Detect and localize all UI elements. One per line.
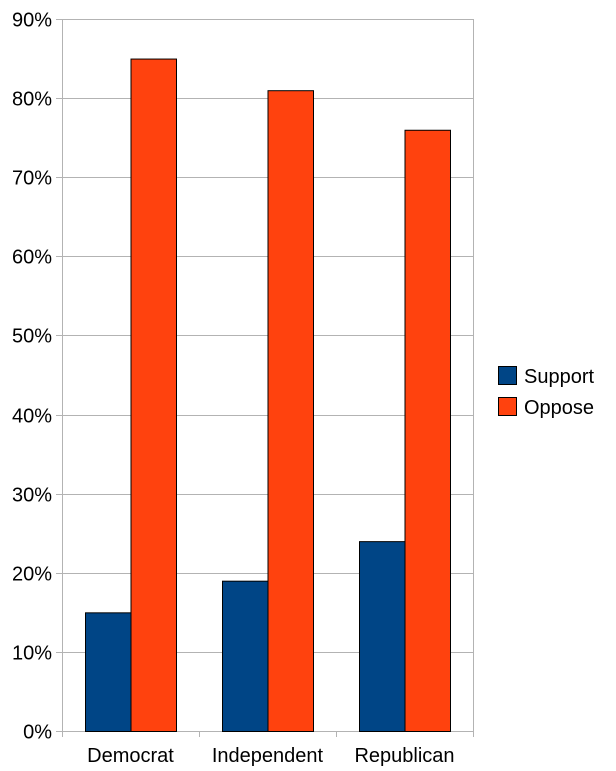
axes xyxy=(62,19,474,737)
bar-oppose-independent xyxy=(267,90,314,732)
y-tick-label: 60% xyxy=(12,247,52,269)
x-category-label: Republican xyxy=(354,745,454,767)
y-tick-label: 40% xyxy=(12,406,52,428)
y-tick-label: 90% xyxy=(12,10,52,32)
x-category-label: Democrat xyxy=(87,745,174,767)
legend-swatch-support xyxy=(498,366,517,385)
legend-label-oppose: Oppose xyxy=(524,397,594,419)
legend-swatch-oppose xyxy=(498,397,517,416)
bar-oppose-republican xyxy=(404,129,451,732)
y-tick-label: 50% xyxy=(12,326,52,348)
bar-support-democrat xyxy=(85,612,132,732)
bar-oppose-democrat xyxy=(130,58,177,733)
y-axis-tick-labels: 0% 10% 20% 30% 40% 50% 60% 70% 80% 90% xyxy=(12,10,52,744)
legend-label-support: Support xyxy=(524,366,594,388)
y-tick-label: 0% xyxy=(23,722,52,744)
legend: Support Oppose xyxy=(498,366,594,419)
y-tick-label: 30% xyxy=(12,485,52,507)
x-axis-category-labels: Democrat Independent Republican xyxy=(87,745,454,767)
y-tick-label: 10% xyxy=(12,643,52,665)
y-tick-label: 20% xyxy=(12,564,52,586)
bar-support-independent xyxy=(222,580,269,733)
bar-support-republican xyxy=(359,541,406,733)
x-category-label: Independent xyxy=(212,745,324,767)
y-tick-label: 70% xyxy=(12,168,52,190)
y-tick-label: 80% xyxy=(12,89,52,111)
bars xyxy=(85,58,451,733)
